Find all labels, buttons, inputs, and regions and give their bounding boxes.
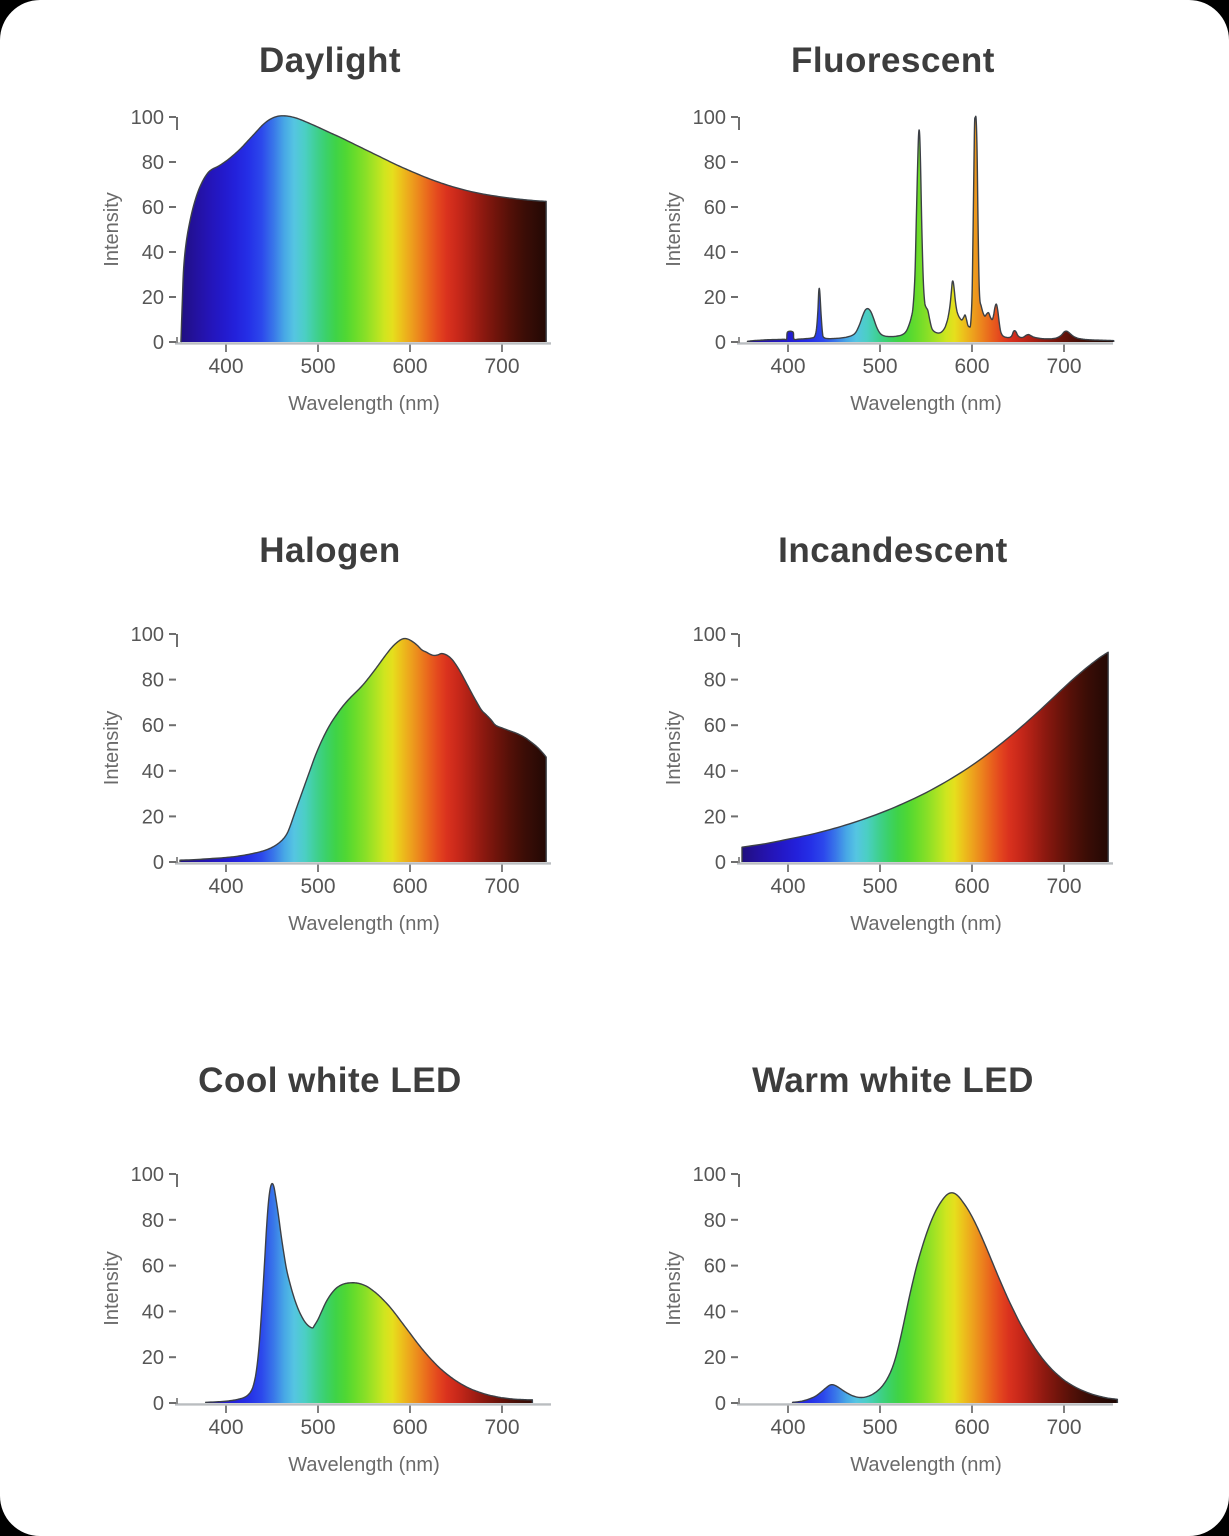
y-tick-label: 100 xyxy=(693,1164,726,1186)
y-tick-label: 0 xyxy=(715,332,726,354)
y-tick-label: 60 xyxy=(142,197,164,219)
spectrum-area-incandescent xyxy=(742,652,1109,862)
spectrum-area-fluorescent xyxy=(747,116,1114,343)
spectrum-curve-fluorescent xyxy=(746,115,1115,343)
x-tick-label: 500 xyxy=(300,355,335,378)
y-tick-label: 20 xyxy=(142,1347,164,1369)
x-tick-label: 500 xyxy=(300,875,335,898)
x-tick-label: 600 xyxy=(954,1416,989,1439)
y-tick-label: 40 xyxy=(704,761,726,783)
x-axis-label: Wavelength (nm) xyxy=(850,393,1002,415)
y-tick-label: 20 xyxy=(142,806,164,828)
x-tick-label: 600 xyxy=(392,355,427,378)
x-tick-label: 500 xyxy=(862,355,897,378)
y-axis-label: Intensity xyxy=(663,711,685,785)
spectrum-area-warm-white-led xyxy=(792,1192,1118,1403)
y-axis-label: Intensity xyxy=(101,1251,123,1325)
x-axis-label: Wavelength (nm) xyxy=(288,393,440,415)
y-tick-label: 100 xyxy=(131,107,164,129)
y-tick-label: 80 xyxy=(704,152,726,174)
y-tick-label: 0 xyxy=(153,332,164,354)
x-axis-label: Wavelength (nm) xyxy=(850,1454,1002,1476)
x-tick-label: 500 xyxy=(862,875,897,898)
x-tick-label: 700 xyxy=(1046,355,1081,378)
y-axis-label: Intensity xyxy=(663,1251,685,1325)
y-tick-label: 20 xyxy=(704,806,726,828)
x-tick-label: 400 xyxy=(770,1416,805,1439)
y-tick-label: 100 xyxy=(693,624,726,646)
x-tick-label: 400 xyxy=(770,875,805,898)
x-axis-label: Wavelength (nm) xyxy=(288,913,440,935)
spectrum-area-daylight xyxy=(180,115,547,342)
chart-title-warm-white-led: Warm white LED xyxy=(752,1061,1034,1100)
x-tick-label: 700 xyxy=(1046,1416,1081,1439)
chart-title-fluorescent: Fluorescent xyxy=(791,41,995,80)
chart-halogen: 0 20 40 60 80 100 400 500 600 700 Wavelength (nm) I… xyxy=(101,531,551,935)
y-tick-label: 20 xyxy=(704,1347,726,1369)
spectrum-curve-daylight xyxy=(180,115,547,343)
y-tick-label: 60 xyxy=(704,1256,726,1278)
y-axis-label: Intensity xyxy=(101,711,123,785)
x-axis-label: Wavelength (nm) xyxy=(850,913,1002,935)
y-tick-label: 0 xyxy=(715,852,726,874)
y-tick-label: 40 xyxy=(142,761,164,783)
y-tick-label: 40 xyxy=(142,242,164,264)
y-tick-label: 60 xyxy=(704,715,726,737)
y-tick-label: 100 xyxy=(131,624,164,646)
y-tick-label: 0 xyxy=(153,852,164,874)
chart-title-daylight: Daylight xyxy=(259,41,401,80)
x-tick-label: 700 xyxy=(484,875,519,898)
x-tick-label: 400 xyxy=(208,355,243,378)
y-tick-label: 60 xyxy=(142,1256,164,1278)
x-tick-label: 400 xyxy=(208,1416,243,1439)
x-tick-label: 700 xyxy=(484,1416,519,1439)
y-tick-label: 80 xyxy=(704,670,726,692)
x-tick-label: 400 xyxy=(770,355,805,378)
x-axis-label: Wavelength (nm) xyxy=(288,1454,440,1476)
chart-title-incandescent: Incandescent xyxy=(778,531,1008,570)
x-tick-label: 600 xyxy=(954,355,989,378)
y-tick-label: 20 xyxy=(704,287,726,309)
spectrum-curve-warm-white-led xyxy=(791,1192,1119,1404)
spectrum-curve-halogen xyxy=(179,637,547,863)
spectrum-area-halogen xyxy=(180,638,547,862)
chart-fluorescent: 0 20 40 60 80 100 400 500 600 700 Wavelength (nm) I… xyxy=(663,41,1115,415)
y-tick-label: 0 xyxy=(153,1393,164,1415)
x-tick-label: 500 xyxy=(300,1416,335,1439)
y-tick-label: 80 xyxy=(704,1210,726,1232)
x-tick-label: 700 xyxy=(1046,875,1081,898)
y-tick-label: 20 xyxy=(142,287,164,309)
y-axis-label: Intensity xyxy=(663,192,685,266)
y-axis-label: Intensity xyxy=(101,192,123,266)
chart-title-halogen: Halogen xyxy=(259,531,401,570)
y-tick-label: 100 xyxy=(131,1164,164,1186)
y-tick-label: 40 xyxy=(142,1301,164,1323)
x-tick-label: 400 xyxy=(208,875,243,898)
x-tick-label: 600 xyxy=(392,1416,427,1439)
chart-daylight: 0 20 40 60 80 100 400 500 600 700 Wavelength (nm) I… xyxy=(101,41,551,415)
y-tick-label: 80 xyxy=(142,670,164,692)
spectrum-area-cool-white-led xyxy=(205,1183,533,1403)
x-tick-label: 600 xyxy=(392,875,427,898)
spectrum-curve-incandescent xyxy=(741,651,1109,863)
y-tick-label: 0 xyxy=(715,1393,726,1415)
chart-warm-white-led: 0 20 40 60 80 100 400 500 600 700 Wavelength (nm) I… xyxy=(663,1061,1119,1476)
x-tick-label: 600 xyxy=(954,875,989,898)
y-tick-label: 60 xyxy=(142,715,164,737)
y-tick-label: 60 xyxy=(704,197,726,219)
x-tick-label: 500 xyxy=(862,1416,897,1439)
chart-incandescent: 0 20 40 60 80 100 400 500 600 700 Wavelength (nm) I… xyxy=(663,531,1113,935)
chart-cool-white-led: 0 20 40 60 80 100 400 500 600 700 Wavelength (nm) I… xyxy=(101,1061,551,1476)
chart-title-cool-white-led: Cool white LED xyxy=(198,1061,462,1100)
x-tick-label: 700 xyxy=(484,355,519,378)
y-tick-label: 100 xyxy=(693,107,726,129)
spectrum-curve-cool-white-led xyxy=(205,1182,534,1404)
y-tick-label: 40 xyxy=(704,1301,726,1323)
y-tick-label: 80 xyxy=(142,152,164,174)
y-tick-label: 40 xyxy=(704,242,726,264)
y-tick-label: 80 xyxy=(142,1210,164,1232)
